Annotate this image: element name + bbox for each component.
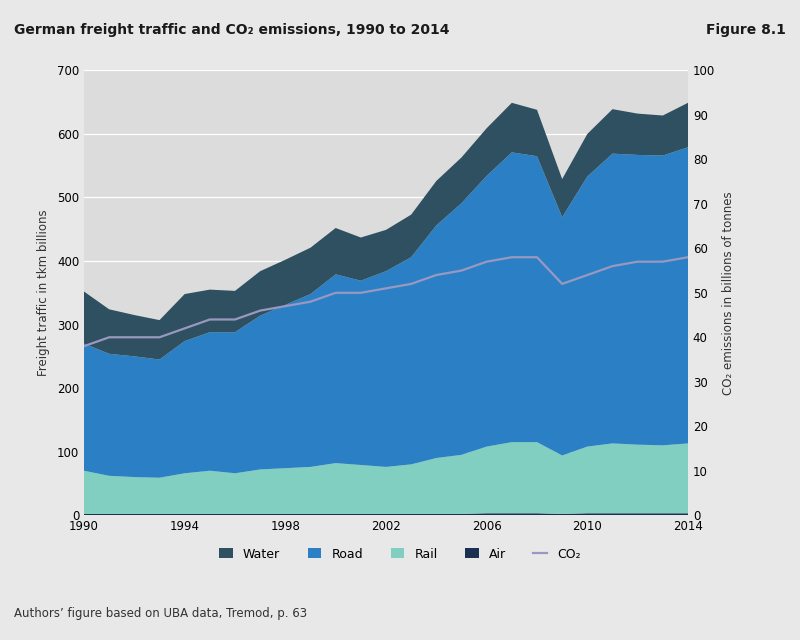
Y-axis label: Freight traffic in tkm billions: Freight traffic in tkm billions [37, 209, 50, 376]
Text: Figure 8.1: Figure 8.1 [706, 23, 786, 37]
Text: German freight traffic and CO₂ emissions, 1990 to 2014: German freight traffic and CO₂ emissions… [14, 23, 450, 37]
Y-axis label: CO₂ emissions in billions of tonnes: CO₂ emissions in billions of tonnes [722, 191, 735, 395]
Legend: Water, Road, Rail, Air, CO₂: Water, Road, Rail, Air, CO₂ [219, 548, 581, 561]
Text: Authors’ figure based on UBA data, Tremod, p. 63: Authors’ figure based on UBA data, Tremo… [14, 607, 307, 620]
